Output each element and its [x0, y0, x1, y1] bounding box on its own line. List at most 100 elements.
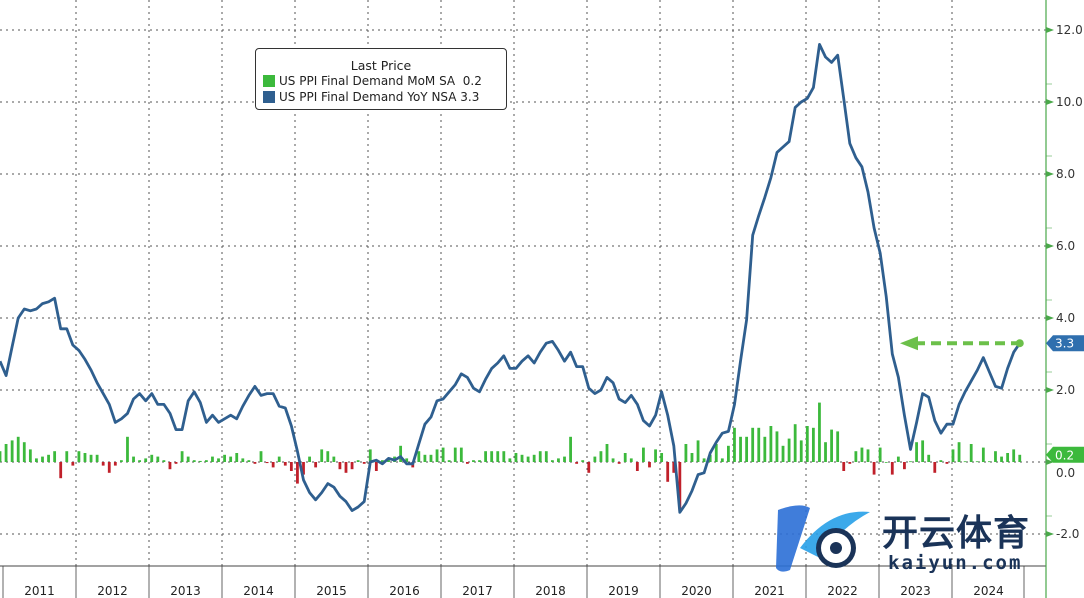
legend-swatch-mom — [263, 75, 275, 87]
mom-bar — [41, 456, 44, 462]
mom-bar — [478, 460, 481, 462]
x-tick-label: 2021 — [754, 584, 785, 598]
mom-bar — [757, 427, 761, 462]
mom-bar — [0, 451, 2, 462]
mom-bar — [283, 462, 287, 466]
y-tick-label: 6.0 — [1056, 239, 1075, 253]
mom-last-badge — [1046, 446, 1084, 463]
mom-bar — [860, 447, 864, 462]
mom-bar — [259, 451, 263, 462]
mom-bar — [308, 456, 311, 462]
mom-bar — [192, 460, 196, 462]
mom-bar — [994, 451, 997, 462]
mom-bar — [629, 458, 633, 462]
mom-bar — [678, 462, 682, 511]
mom-bar — [198, 460, 202, 462]
mom-bar — [945, 462, 949, 464]
mom-bar — [296, 462, 299, 484]
mom-bar — [775, 431, 779, 462]
mom-bar — [65, 451, 69, 462]
mom-bar — [896, 456, 900, 462]
mom-bar — [745, 436, 749, 462]
mom-bar — [28, 449, 32, 462]
mom-bar — [1006, 453, 1010, 462]
x-tick-label: 2011 — [24, 584, 55, 598]
arrowhead-icon — [900, 336, 918, 351]
mom-bar — [229, 456, 233, 462]
mom-bar — [617, 462, 621, 464]
mom-bar — [83, 453, 87, 462]
mom-bar — [818, 402, 821, 462]
mom-bar — [344, 462, 348, 473]
mom-bar — [805, 426, 809, 462]
y-tick-label: 12.0 — [1056, 23, 1083, 37]
mom-bar — [174, 462, 178, 464]
mom-bar — [811, 427, 815, 462]
mom-bar — [186, 456, 190, 462]
mom-bar — [502, 451, 506, 462]
legend-value-mom: 0.2 — [462, 74, 482, 88]
mom-bar — [95, 454, 99, 462]
legend-label-yoy: US PPI Final Demand YoY NSA — [279, 90, 457, 104]
y-tick-marker — [1046, 459, 1054, 465]
mom-bar — [739, 436, 742, 462]
mom-bar — [429, 454, 433, 462]
x-tick-label: 2022 — [827, 584, 858, 598]
mom-bar — [787, 438, 791, 462]
arrow-end-dot — [1015, 339, 1024, 348]
mom-bar — [156, 456, 160, 462]
mom-bar — [211, 456, 214, 462]
x-tick-label: 2020 — [681, 584, 712, 598]
mom-bar — [593, 456, 597, 462]
mom-bar — [708, 454, 712, 462]
mom-bar — [824, 442, 827, 462]
mom-bar — [16, 436, 20, 462]
mom-bar — [532, 454, 536, 462]
mom-bar — [204, 460, 208, 462]
mom-bar — [484, 451, 487, 462]
mom-bar — [77, 451, 81, 462]
mom-bar — [247, 460, 251, 462]
mom-bar — [939, 460, 943, 462]
mom-bar — [969, 444, 973, 462]
mom-bar — [696, 440, 700, 462]
mom-bar — [903, 462, 906, 470]
mom-bar — [769, 426, 773, 462]
mom-bar — [326, 451, 330, 462]
mom-bar — [289, 462, 293, 471]
mom-bar — [751, 427, 755, 462]
mom-bar — [1018, 454, 1022, 462]
mom-bar — [544, 451, 548, 462]
mom-bar — [314, 462, 318, 468]
mom-bar — [435, 449, 439, 462]
mom-bar — [733, 427, 736, 462]
mom-bar — [253, 462, 257, 464]
y-tick-marker — [1046, 171, 1054, 177]
legend-label-mom: US PPI Final Demand MoM SA — [279, 74, 456, 88]
mom-bar — [381, 460, 384, 462]
y-tick-marker — [1046, 315, 1054, 321]
mom-bar — [884, 462, 888, 463]
mom-bar — [265, 462, 269, 464]
mom-bar — [508, 458, 512, 462]
mom-bar — [4, 444, 8, 462]
mom-bar — [720, 458, 724, 462]
mom-bar — [557, 458, 560, 462]
mom-bar — [866, 449, 870, 462]
y-tick-label: 8.0 — [1056, 167, 1075, 181]
y-tick-marker — [1046, 27, 1054, 33]
mom-bar — [490, 451, 494, 462]
mom-bar — [611, 458, 615, 462]
mom-bar — [120, 460, 123, 462]
x-tick-label: 2018 — [535, 584, 566, 598]
mom-bar — [453, 447, 457, 462]
mom-bar — [550, 460, 554, 462]
mom-bar — [447, 460, 451, 462]
mom-bar — [963, 461, 967, 463]
mom-bar — [909, 461, 912, 463]
mom-bar — [951, 449, 955, 462]
mom-bar — [472, 460, 475, 462]
legend-entry-yoy: US PPI Final Demand YoY NSA 3.3 — [263, 89, 506, 105]
yoy-last-badge-text: 3.3 — [1055, 337, 1074, 351]
mom-bar — [126, 436, 129, 462]
